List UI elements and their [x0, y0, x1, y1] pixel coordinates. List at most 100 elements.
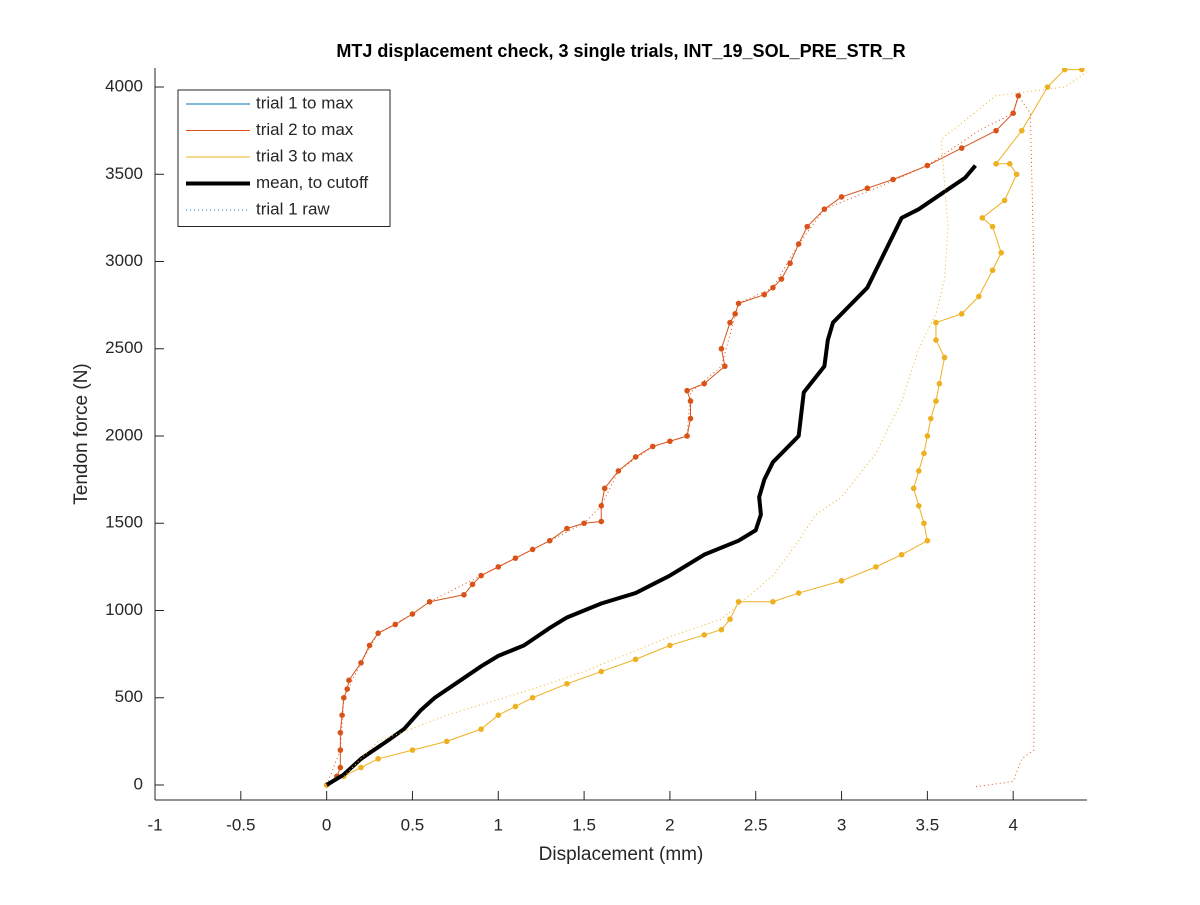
- data-point: [478, 726, 484, 732]
- data-point: [770, 284, 776, 291]
- x-tick-label: 3: [837, 815, 846, 834]
- data-point: [632, 454, 639, 460]
- y-tick-label: 500: [115, 687, 143, 706]
- data-point: [770, 598, 776, 605]
- data-point: [958, 145, 965, 151]
- series-line: [325, 164, 977, 787]
- x-tick-label: 0.5: [401, 815, 425, 834]
- data-point: [684, 387, 690, 394]
- data-point: [598, 668, 605, 675]
- data-point: [921, 520, 927, 527]
- data-point: [838, 194, 845, 200]
- axes: -1 -0.5 0 0.5 1 1.5 2 2.5 3 3.5 4 0 500 1000 1500 2000 2…: [105, 68, 1087, 834]
- data-point: [933, 319, 939, 326]
- data-point: [718, 626, 725, 633]
- x-tick-label: 0: [322, 815, 331, 834]
- data-point: [993, 160, 999, 167]
- data-point: [409, 611, 416, 617]
- y-tick-label: 3500: [105, 164, 143, 183]
- legend-label: trial 1 to max: [256, 93, 354, 112]
- data-point: [701, 632, 708, 638]
- data-point: [924, 162, 931, 169]
- legend-label: mean, to cutoff: [256, 173, 368, 192]
- data-point: [701, 380, 708, 387]
- data-point: [727, 319, 733, 326]
- data-point: [735, 300, 742, 307]
- data-point: [598, 503, 605, 509]
- data-point: [461, 591, 467, 598]
- y-tick-label: 4000: [105, 77, 143, 96]
- data-point: [1018, 127, 1025, 134]
- data-point: [495, 712, 502, 718]
- data-point: [928, 415, 934, 422]
- data-point: [941, 354, 948, 361]
- data-point: [898, 551, 905, 558]
- data-point: [804, 223, 811, 230]
- data-point: [512, 555, 519, 561]
- data-point: [375, 630, 381, 636]
- data-point: [469, 581, 476, 588]
- data-point: [341, 694, 347, 701]
- data-point: [936, 380, 943, 387]
- data-point: [564, 680, 570, 687]
- data-point: [687, 398, 694, 404]
- data-point: [346, 677, 352, 684]
- data-point: [864, 185, 871, 192]
- data-point: [838, 578, 845, 584]
- data-point: [339, 712, 345, 718]
- data-point: [478, 572, 484, 579]
- legend-label: trial 1 raw: [256, 199, 330, 218]
- data-point: [778, 276, 785, 282]
- legend: trial 1 to max trial 2 to max trial 3 to m…: [177, 89, 391, 227]
- data-point: [337, 747, 344, 753]
- data-point: [890, 176, 896, 183]
- data-point: [1015, 92, 1022, 99]
- data-point: [761, 291, 768, 298]
- x-axis-label: Displacement (mm): [539, 844, 704, 865]
- data-point: [529, 694, 536, 701]
- data-point: [976, 293, 982, 300]
- data-point: [989, 267, 996, 274]
- data-point: [910, 485, 917, 492]
- data-point: [924, 537, 931, 544]
- data-point: [512, 703, 519, 710]
- data-point: [337, 729, 344, 736]
- x-tick-label: -0.5: [226, 815, 255, 834]
- data-point: [546, 537, 553, 544]
- data-point: [687, 415, 694, 422]
- data-point: [787, 260, 793, 267]
- legend-label: trial 2 to max: [256, 120, 354, 139]
- data-point: [727, 616, 733, 623]
- data-point: [795, 590, 802, 596]
- data-point: [426, 598, 433, 605]
- data-point: [873, 564, 879, 570]
- data-point: [958, 311, 965, 317]
- data-point: [649, 443, 656, 450]
- data-point: [795, 241, 802, 247]
- data-point: [979, 215, 986, 221]
- data-point: [921, 450, 927, 457]
- data-point: [821, 206, 828, 212]
- data-point: [564, 525, 570, 532]
- x-tick-label: 4: [1008, 815, 1017, 834]
- data-point: [924, 433, 931, 439]
- data-point: [735, 598, 742, 605]
- data-point: [993, 127, 999, 134]
- legend-box: [177, 89, 391, 227]
- data-point: [1010, 110, 1016, 116]
- x-tick-label: 3.5: [916, 815, 940, 834]
- data-point: [632, 656, 639, 663]
- x-tick-label: 1.5: [572, 815, 596, 834]
- y-tick-label: 2500: [105, 338, 143, 357]
- data-point: [998, 249, 1004, 256]
- data-point: [915, 503, 922, 509]
- y-axis-label: Tendon force (N): [71, 363, 92, 505]
- data-point: [1006, 160, 1013, 167]
- y-tick-label: 1000: [105, 600, 143, 619]
- data-point: [375, 756, 381, 762]
- data-point: [529, 546, 536, 553]
- data-point: [732, 311, 738, 317]
- data-point: [1079, 68, 1085, 73]
